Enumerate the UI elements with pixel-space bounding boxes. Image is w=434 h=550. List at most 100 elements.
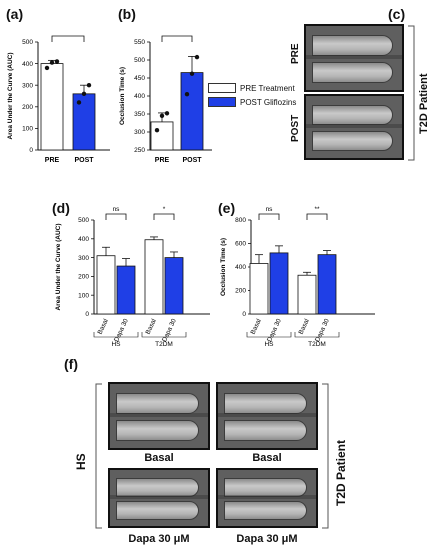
bar [164, 257, 184, 315]
bar [72, 93, 96, 151]
significance-bracket [306, 213, 328, 220]
y-tick-label: 450 [134, 75, 145, 82]
data-point [54, 59, 60, 64]
chart-b: 250 300 350 400 450 500 550 Occlusion Time (s) P… [119, 35, 212, 164]
group-bracket [294, 332, 340, 338]
group-label: T2DM [155, 341, 173, 348]
data-point [81, 91, 87, 97]
y-tick-label: 800 [235, 217, 246, 224]
x-tick-label: PRE [45, 157, 60, 164]
y-tick-label: 0 [85, 311, 89, 318]
y-tick-label: 400 [235, 264, 246, 271]
micrograph-pre [304, 24, 404, 92]
y-tick-label: 600 [235, 241, 246, 248]
y-tick-label: 100 [78, 292, 89, 299]
data-point [154, 128, 160, 133]
y-tick-label: 300 [134, 129, 145, 136]
y-tick-label: 0 [29, 147, 33, 154]
y-tick-label: 200 [235, 288, 246, 295]
label-f-tl: Basal [144, 452, 174, 464]
y-axis-label: Occlusion Time (s) [220, 238, 227, 296]
bar [116, 265, 136, 315]
significance-bracket [153, 213, 175, 220]
x-tick-label: Basal [250, 317, 263, 335]
micrograph-t2d-dapa [216, 468, 318, 528]
significance-bracket [161, 35, 193, 42]
bar [150, 121, 174, 151]
legend: PRE Treatment POST Gliflozins [208, 82, 296, 110]
x-tick-label: Basal [145, 317, 158, 335]
significance-label: * [163, 206, 166, 213]
label-f-bl: Dapa 30 μM [128, 533, 190, 545]
y-axis-label: Occlusion Time (s) [119, 67, 126, 125]
bar [180, 72, 204, 151]
bar [144, 239, 164, 315]
chart-d: 0 100 200 300 400 500 Area Under the Curve (AU… [55, 206, 210, 348]
bracket-f-right [322, 383, 329, 529]
y-axis-label: Area Under the Curve (AUC) [7, 52, 14, 139]
y-tick-label: 500 [134, 57, 145, 64]
bar [297, 274, 317, 315]
bar [96, 255, 116, 315]
label-f-br: Dapa 30 μM [236, 533, 298, 545]
micrograph-t2d-basal [216, 382, 318, 450]
y-tick-label: 400 [78, 236, 89, 243]
label-f-right: T2D Patient [334, 439, 348, 506]
y-tick-label: 500 [22, 39, 33, 46]
data-point [164, 111, 170, 116]
x-tick-label: POST [182, 157, 202, 164]
y-tick-label: 350 [134, 111, 145, 118]
data-point [184, 92, 190, 97]
legend-swatch-post [208, 97, 236, 107]
data-point [44, 65, 50, 71]
panel-label-c: (c) [388, 6, 406, 22]
bar [317, 254, 337, 315]
panel-label-d: (d) [52, 200, 70, 216]
micrograph-hs-dapa [108, 468, 210, 528]
y-axis-label: Area Under the Curve (AUC) [55, 223, 62, 310]
y-tick-label: 200 [78, 274, 89, 281]
significance-bracket [258, 213, 280, 220]
legend-item-post: POST Gliflozins [208, 96, 296, 108]
x-tick-label: Dapa 30 [266, 318, 283, 344]
data-point [86, 83, 92, 88]
data-point [194, 54, 200, 60]
x-tick-label: POST [74, 157, 94, 164]
y-tick-label: 300 [22, 82, 33, 89]
y-tick-label: 400 [134, 93, 145, 100]
label-c-post: POST [290, 114, 301, 142]
y-tick-label: 250 [134, 147, 145, 154]
group-bracket [141, 332, 187, 338]
data-point [159, 113, 165, 119]
panel-label-a: (a) [6, 6, 24, 22]
legend-label-pre: PRE Treatment [240, 83, 295, 93]
panel-label-f: (f) [64, 356, 78, 372]
bracket-f-left [95, 383, 102, 529]
legend-item-pre: PRE Treatment [208, 82, 296, 94]
legend-label-post: POST Gliflozins [240, 97, 297, 107]
label-f-left: HS [74, 453, 88, 470]
group-label: T2DM [308, 341, 326, 348]
group-label: HS [111, 341, 121, 348]
significance-label: ns [266, 206, 274, 213]
group-bracket [93, 332, 139, 338]
x-tick-label: Basal [97, 317, 110, 335]
y-tick-label: 400 [22, 61, 33, 68]
x-tick-label: Basal [298, 317, 311, 335]
x-tick-label: Dapa 30 [161, 318, 178, 344]
significance-bracket [105, 213, 127, 220]
significance-label: ** [314, 206, 320, 213]
micrograph-post [304, 94, 404, 160]
legend-swatch-pre [208, 83, 236, 93]
y-tick-label: 550 [134, 39, 145, 46]
y-tick-label: 300 [78, 255, 89, 262]
data-point [49, 60, 55, 65]
bar [249, 263, 269, 315]
y-tick-label: 500 [78, 217, 89, 224]
significance-label: ns [113, 206, 121, 213]
micrograph-hs-basal [108, 382, 210, 450]
significance-bracket [51, 35, 85, 42]
bar [269, 252, 289, 315]
y-tick-label: 200 [22, 104, 33, 111]
